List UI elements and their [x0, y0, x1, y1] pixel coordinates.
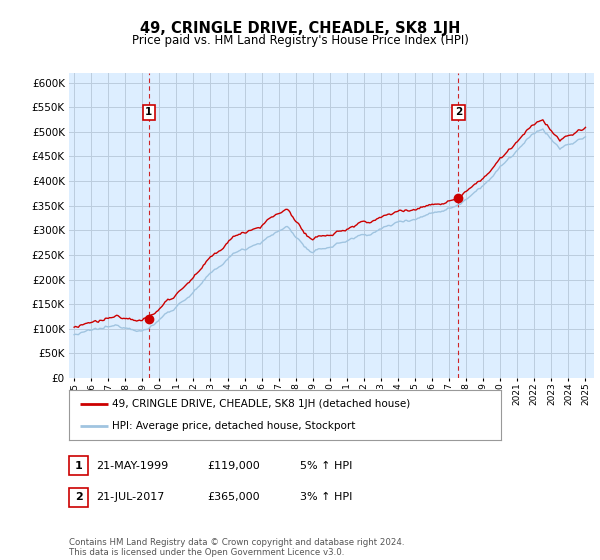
Text: 3% ↑ HPI: 3% ↑ HPI	[300, 492, 352, 502]
Text: 49, CRINGLE DRIVE, CHEADLE, SK8 1JH (detached house): 49, CRINGLE DRIVE, CHEADLE, SK8 1JH (det…	[112, 399, 410, 409]
Text: 49, CRINGLE DRIVE, CHEADLE, SK8 1JH: 49, CRINGLE DRIVE, CHEADLE, SK8 1JH	[140, 21, 460, 36]
Text: £365,000: £365,000	[207, 492, 260, 502]
Text: Contains HM Land Registry data © Crown copyright and database right 2024.
This d: Contains HM Land Registry data © Crown c…	[69, 538, 404, 557]
Text: 5% ↑ HPI: 5% ↑ HPI	[300, 461, 352, 471]
Text: 2: 2	[455, 107, 462, 117]
Text: HPI: Average price, detached house, Stockport: HPI: Average price, detached house, Stoc…	[112, 421, 356, 431]
Text: 2: 2	[75, 492, 82, 502]
Text: £119,000: £119,000	[207, 461, 260, 471]
Text: Price paid vs. HM Land Registry's House Price Index (HPI): Price paid vs. HM Land Registry's House …	[131, 34, 469, 46]
Text: 1: 1	[145, 107, 152, 117]
Text: 1: 1	[75, 461, 82, 471]
Text: 21-MAY-1999: 21-MAY-1999	[96, 461, 168, 471]
Text: 21-JUL-2017: 21-JUL-2017	[96, 492, 164, 502]
